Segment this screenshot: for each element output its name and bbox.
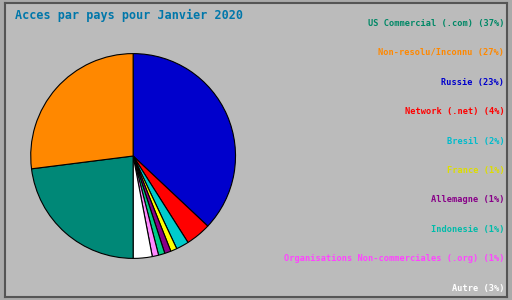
Text: US Commercial (.com) (37%): US Commercial (.com) (37%)	[368, 19, 504, 28]
Wedge shape	[133, 156, 171, 254]
Text: Non-resolu/Inconnu (27%): Non-resolu/Inconnu (27%)	[378, 49, 504, 58]
Wedge shape	[32, 156, 133, 258]
Wedge shape	[133, 156, 159, 256]
Text: Autre (3%): Autre (3%)	[452, 284, 504, 293]
Text: Allemagne (1%): Allemagne (1%)	[431, 196, 504, 205]
Wedge shape	[31, 54, 133, 169]
Wedge shape	[133, 156, 165, 255]
Text: France (1%): France (1%)	[446, 166, 504, 175]
Text: Bresil (2%): Bresil (2%)	[446, 137, 504, 146]
Wedge shape	[133, 156, 177, 251]
Text: Organisations Non-commerciales (.org) (1%): Organisations Non-commerciales (.org) (1…	[284, 254, 504, 263]
Wedge shape	[133, 156, 188, 249]
Wedge shape	[133, 54, 236, 226]
Wedge shape	[133, 156, 152, 258]
Text: Acces par pays pour Janvier 2020: Acces par pays pour Janvier 2020	[15, 9, 243, 22]
Text: Russie (23%): Russie (23%)	[441, 78, 504, 87]
Text: Indonesie (1%): Indonesie (1%)	[431, 225, 504, 234]
Wedge shape	[133, 156, 208, 242]
Text: Network (.net) (4%): Network (.net) (4%)	[404, 107, 504, 116]
